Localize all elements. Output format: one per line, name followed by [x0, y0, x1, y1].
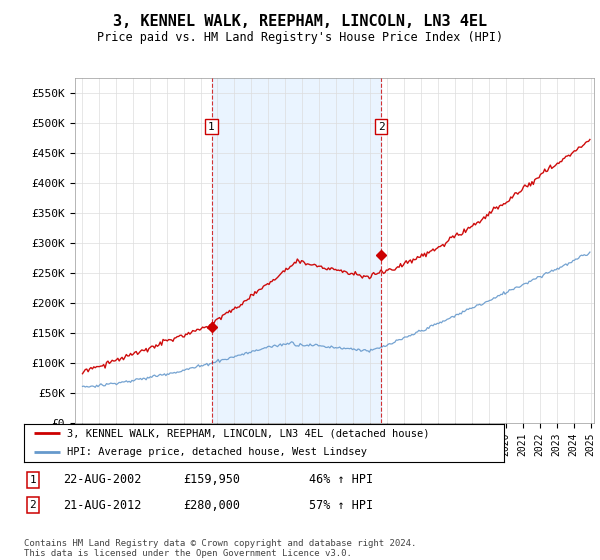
Text: Price paid vs. HM Land Registry's House Price Index (HPI): Price paid vs. HM Land Registry's House … — [97, 31, 503, 44]
Text: HPI: Average price, detached house, West Lindsey: HPI: Average price, detached house, West… — [67, 447, 367, 458]
Text: 2: 2 — [378, 122, 385, 132]
Text: £280,000: £280,000 — [183, 498, 240, 512]
Text: 1: 1 — [208, 122, 215, 132]
Text: 22-AUG-2002: 22-AUG-2002 — [63, 473, 142, 487]
Text: 46% ↑ HPI: 46% ↑ HPI — [309, 473, 373, 487]
Bar — [212, 78, 381, 423]
Text: £159,950: £159,950 — [183, 473, 240, 487]
Text: 3, KENNEL WALK, REEPHAM, LINCOLN, LN3 4EL: 3, KENNEL WALK, REEPHAM, LINCOLN, LN3 4E… — [113, 14, 487, 29]
Text: 1: 1 — [29, 475, 37, 485]
Text: 2: 2 — [29, 500, 37, 510]
Text: 21-AUG-2012: 21-AUG-2012 — [63, 498, 142, 512]
Text: Contains HM Land Registry data © Crown copyright and database right 2024.
This d: Contains HM Land Registry data © Crown c… — [24, 539, 416, 558]
Text: 57% ↑ HPI: 57% ↑ HPI — [309, 498, 373, 512]
Text: 3, KENNEL WALK, REEPHAM, LINCOLN, LN3 4EL (detached house): 3, KENNEL WALK, REEPHAM, LINCOLN, LN3 4E… — [67, 428, 430, 438]
